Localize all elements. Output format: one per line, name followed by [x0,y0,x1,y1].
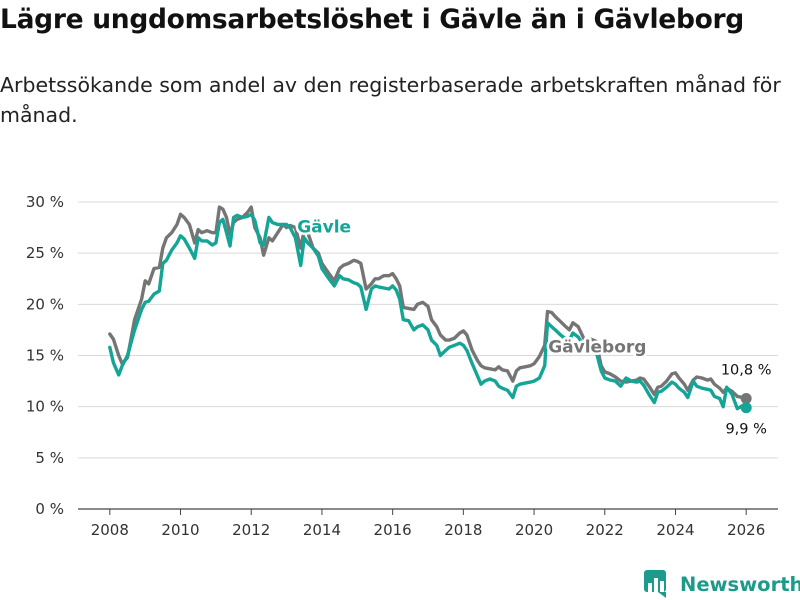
x-axis: 2008 2010 2012 2014 2016 2018 2020 2022 2024 2026 [91,509,765,539]
y-tick-label: 0 % [35,500,64,518]
x-tick-label: 2008 [91,521,129,539]
x-tick-label: 2022 [586,521,624,539]
end-point-gävle [740,402,752,414]
brand-logo: Newsworthy [644,569,800,599]
x-tick-label: 2020 [515,521,553,539]
y-tick-label: 25 % [26,244,64,262]
y-tick-label: 30 % [26,193,64,211]
y-tick-label: 5 % [35,449,64,467]
series-line-gävleborg [108,205,748,401]
x-tick-label: 2018 [444,521,482,539]
y-tick-label: 10 % [26,398,64,416]
end-point-gävleborg [740,392,752,404]
x-tick-label: 2026 [727,521,765,539]
chart-title: Lägre ungdomsarbetslöshet i Gävle än i G… [0,4,744,35]
x-tick-label: 2024 [656,521,694,539]
x-tick-label: 2016 [374,521,412,539]
newsworthy-logo-icon [644,570,666,598]
series-lines [108,205,752,414]
series-labels: 10,8 % 9,9 % Gävle Gävleborg [295,215,772,438]
end-value-label: 9,9 % [725,422,766,438]
series-label-gävleborg: Gävleborg [548,337,646,357]
chart-subtitle: Arbetssökande som andel av den registerb… [0,73,781,127]
end-value-label: 10,8 % [721,362,772,378]
x-tick-label: 2010 [161,521,199,539]
gridlines [78,201,778,510]
x-tick-label: 2012 [232,521,270,539]
y-tick-label: 15 % [26,347,64,365]
y-tick-label: 20 % [26,295,64,313]
x-tick-label: 2014 [303,521,341,539]
series-label-gävle: Gävle [297,218,351,238]
brand-name: Newsworthy [680,572,800,596]
series-line-gävle [108,212,748,411]
y-axis: 0 % 5 % 10 % 15 % 20 % 25 % 30 % [26,193,64,518]
